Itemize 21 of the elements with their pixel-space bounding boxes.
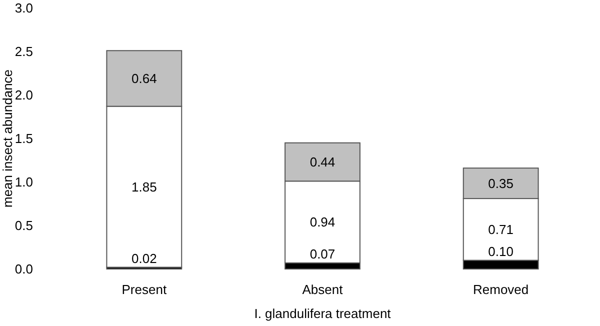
x-axis-title: I. glandulifera treatment (254, 306, 392, 321)
y-tick-label: 0.5 (14, 218, 33, 234)
data-label: 0.94 (310, 214, 336, 230)
data-label: 0.71 (488, 222, 514, 237)
data-label: 0.10 (488, 244, 514, 259)
data-label: 1.85 (132, 179, 157, 194)
data-label: 0.07 (310, 246, 336, 262)
data-label: 0.44 (310, 154, 336, 170)
y-tick-label: 2.0 (14, 88, 33, 103)
y-tick-label: 3.0 (14, 0, 33, 16)
x-tick-label: Removed (473, 282, 529, 297)
x-tick-label: Present (122, 282, 167, 297)
data-label: 0.64 (132, 71, 157, 86)
data-label: 0.35 (488, 176, 514, 191)
y-tick-label: 1.0 (14, 174, 33, 190)
x-tick-label: Absent (302, 282, 344, 297)
data-label: 0.02 (132, 250, 157, 266)
y-tick-label: 1.5 (14, 131, 33, 146)
y-tick-label: 0.0 (14, 262, 33, 277)
y-axis-title: mean insect abundance (0, 69, 15, 208)
y-tick-label: 2.5 (14, 44, 33, 60)
